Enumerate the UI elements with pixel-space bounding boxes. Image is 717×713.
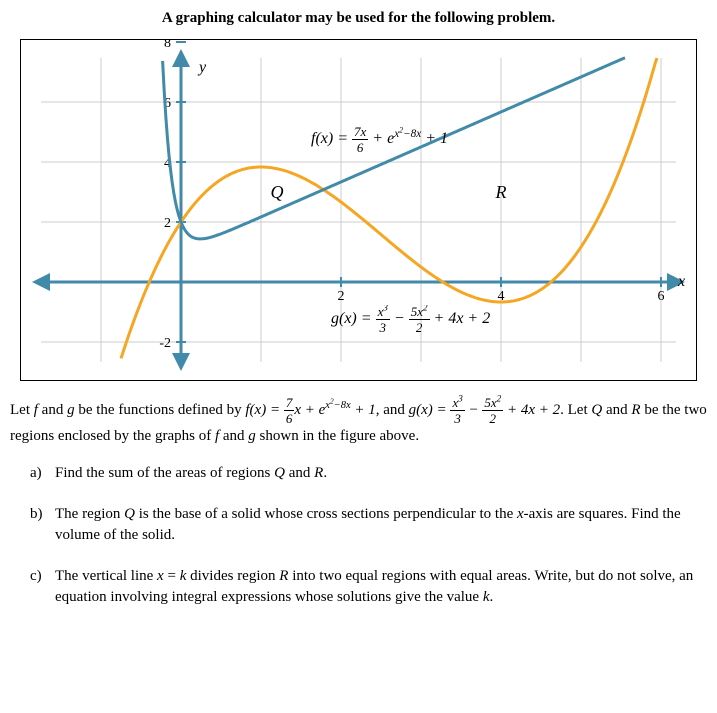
text: The vertical line: [55, 568, 157, 584]
problem-prompt: Let f and g be the functions defined by …: [10, 396, 707, 448]
question-a: a) Find the sum of the areas of regions …: [30, 463, 707, 484]
text: .: [323, 465, 327, 481]
svg-text:6: 6: [658, 289, 665, 304]
text: and: [285, 465, 314, 481]
g-var: g: [248, 428, 256, 444]
R-var: R: [631, 402, 640, 418]
svg-text:2: 2: [338, 289, 345, 304]
x-var: x: [157, 568, 164, 584]
text: shown in the figure above.: [256, 428, 419, 444]
q-text: Find the sum of the areas of regions Q a…: [55, 463, 327, 484]
svg-text:Q: Q: [271, 182, 284, 202]
svg-text:x: x: [677, 273, 685, 290]
text: be the functions defined by: [75, 402, 246, 418]
Q-var: Q: [274, 465, 285, 481]
text: , and: [376, 402, 409, 418]
q-label: a): [30, 463, 55, 484]
text: is the base of a solid whose cross secti…: [135, 506, 517, 522]
question-list: a) Find the sum of the areas of regions …: [30, 463, 707, 608]
text: Find the sum of the areas of regions: [55, 465, 274, 481]
Q-var: Q: [591, 402, 602, 418]
g-def: g(x) = x33 − 5x22 + 4x + 2: [409, 402, 560, 418]
text: and: [219, 428, 248, 444]
svg-text:2: 2: [164, 216, 171, 231]
x-var: x: [517, 506, 524, 522]
Q-var: Q: [124, 506, 135, 522]
question-b: b) The region Q is the base of a solid w…: [30, 504, 707, 546]
q-text: The region Q is the base of a solid whos…: [55, 504, 707, 546]
graph-svg: 246246810-2yxQRf(x) = 7x6 + ex2−8x + 1g(…: [21, 40, 696, 380]
text: .: [490, 589, 494, 605]
text: and: [602, 402, 631, 418]
R-var: R: [314, 465, 323, 481]
text: . Let: [560, 402, 591, 418]
text: and: [38, 402, 67, 418]
f-def: f(x) = 76x + ex2−8x + 1: [245, 402, 375, 418]
text: divides region: [186, 568, 279, 584]
q-label: c): [30, 566, 55, 608]
text: The region: [55, 506, 124, 522]
svg-text:-2: -2: [159, 336, 171, 351]
q-label: b): [30, 504, 55, 546]
g-var: g: [67, 402, 75, 418]
text: Let: [10, 402, 34, 418]
page-title: A graphing calculator may be used for th…: [10, 10, 707, 27]
text: =: [164, 568, 180, 584]
k-var: k: [483, 589, 490, 605]
q-text: The vertical line x = k divides region R…: [55, 566, 707, 608]
question-c: c) The vertical line x = k divides regio…: [30, 566, 707, 608]
svg-text:8: 8: [164, 40, 171, 51]
svg-text:y: y: [197, 59, 207, 76]
graph-figure: 246246810-2yxQRf(x) = 7x6 + ex2−8x + 1g(…: [20, 39, 697, 381]
svg-text:R: R: [495, 182, 507, 202]
